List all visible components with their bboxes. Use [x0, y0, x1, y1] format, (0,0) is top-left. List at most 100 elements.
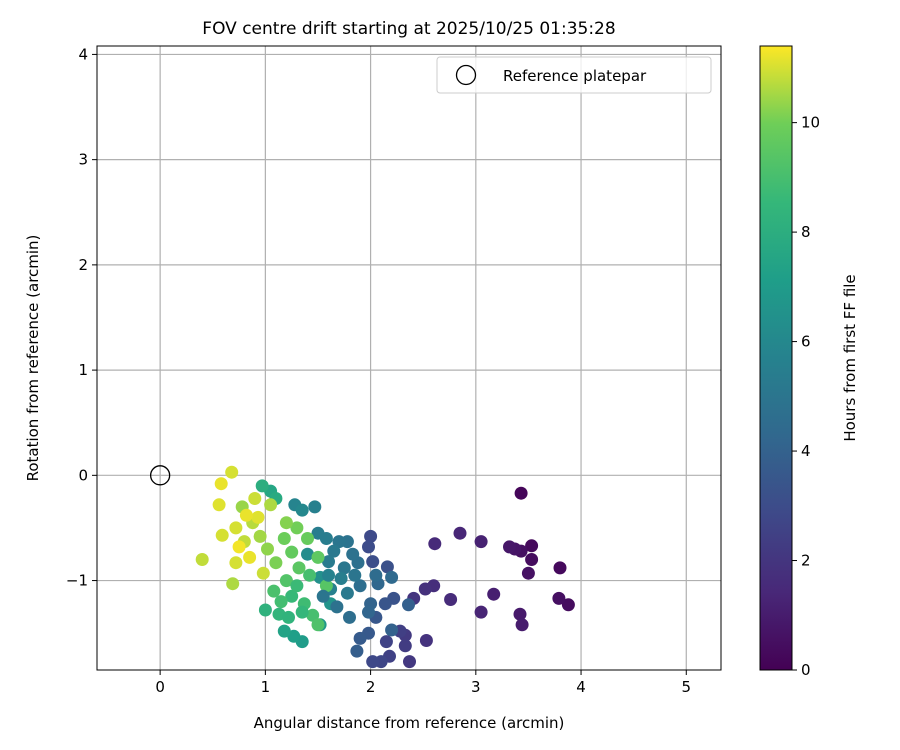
data-point	[474, 535, 488, 549]
y-axis-ticks: −1 0 1 2 3 4	[66, 45, 97, 590]
data-point	[378, 597, 392, 611]
data-point	[364, 529, 378, 543]
data-point	[398, 639, 412, 653]
data-point	[369, 568, 383, 582]
data-point	[269, 556, 283, 570]
data-point	[380, 560, 394, 574]
data-point	[327, 544, 341, 558]
data-point	[322, 555, 335, 569]
data-point	[513, 607, 527, 621]
chart-title: FOV centre drift starting at 2025/10/25 …	[202, 19, 615, 39]
data-point	[503, 540, 516, 554]
colorbar-tick-label: 4	[801, 442, 811, 460]
colorbar-label: Hours from first FF file	[841, 274, 859, 441]
data-point	[248, 492, 262, 505]
data-point	[285, 545, 299, 559]
data-point	[225, 465, 239, 479]
data-point	[340, 586, 354, 600]
data-point	[255, 479, 269, 493]
data-point	[303, 568, 317, 582]
data-point	[385, 623, 399, 637]
data-point	[256, 566, 270, 580]
data-point	[362, 540, 375, 554]
data-point	[279, 574, 293, 588]
y-tick-label: −1	[66, 572, 88, 590]
data-point	[353, 631, 367, 645]
data-point	[316, 589, 330, 603]
data-point	[474, 605, 488, 619]
data-point	[232, 540, 246, 554]
plot-frame	[96, 45, 722, 671]
colorbar-ticks: 0 2 4 6 8 10	[792, 114, 820, 679]
data-point	[301, 547, 314, 561]
data-point	[514, 486, 528, 500]
colorbar-tick-label: 8	[801, 223, 811, 241]
data-point	[348, 568, 362, 582]
y-axis-label: Rotation from reference (arcmin)	[24, 235, 42, 482]
x-tick-label: 0	[155, 678, 165, 696]
y-tick-label: 4	[78, 45, 88, 63]
data-point	[515, 618, 529, 632]
data-point	[319, 579, 333, 593]
x-tick-label: 3	[471, 678, 481, 696]
colorbar-tick-label: 2	[801, 552, 811, 570]
data-point	[258, 603, 272, 617]
data-point	[311, 526, 325, 540]
data-point	[311, 550, 325, 564]
data-point	[362, 605, 375, 619]
data-point	[343, 610, 356, 624]
data-point	[301, 532, 314, 545]
data-point	[243, 550, 257, 564]
data-point	[264, 498, 278, 512]
data-point	[337, 561, 351, 575]
data-point	[525, 553, 539, 566]
data-point	[287, 629, 301, 643]
y-tick-label: 1	[78, 361, 88, 379]
legend-entry-label: Reference platepar	[503, 67, 647, 85]
data-point	[311, 618, 325, 632]
x-axis-label: Angular distance from reference (arcmin)	[254, 714, 565, 732]
data-point	[290, 521, 304, 535]
data-point	[330, 600, 344, 614]
data-point	[226, 577, 240, 591]
data-point	[487, 587, 501, 601]
data-point	[214, 477, 228, 491]
colorbar	[759, 45, 793, 671]
data-point	[418, 582, 432, 596]
data-point	[195, 553, 209, 566]
data-point	[402, 598, 415, 612]
data-point	[253, 529, 267, 543]
data-point	[419, 634, 433, 647]
x-tick-label: 4	[576, 678, 586, 696]
data-point	[292, 561, 306, 575]
data-point	[453, 526, 467, 540]
colorbar-tick-label: 10	[801, 114, 820, 132]
legend-marker-icon	[455, 64, 477, 86]
data-point	[277, 532, 291, 545]
data-point	[334, 572, 348, 585]
data-point	[267, 584, 281, 598]
data-point	[306, 608, 320, 622]
colorbar-tick-label: 6	[801, 333, 811, 351]
data-point	[561, 598, 575, 612]
data-point	[366, 655, 380, 669]
legend-box	[436, 56, 712, 94]
data-point	[403, 655, 416, 669]
data-point	[322, 568, 335, 582]
data-point	[229, 521, 243, 535]
data-point	[428, 537, 442, 551]
data-point	[229, 556, 243, 570]
grid-lines	[97, 46, 721, 670]
reference-platepar-marker	[149, 465, 171, 486]
legend: Reference platepar	[436, 56, 712, 94]
data-point	[261, 542, 274, 556]
data-point	[295, 605, 309, 619]
x-axis-ticks: 0 1 2 3 4 5	[155, 670, 691, 696]
data-point	[444, 593, 458, 606]
data-point	[346, 547, 360, 561]
data-point	[212, 498, 226, 512]
data-point	[285, 589, 299, 603]
data-point	[379, 635, 393, 649]
data-point	[521, 566, 535, 580]
